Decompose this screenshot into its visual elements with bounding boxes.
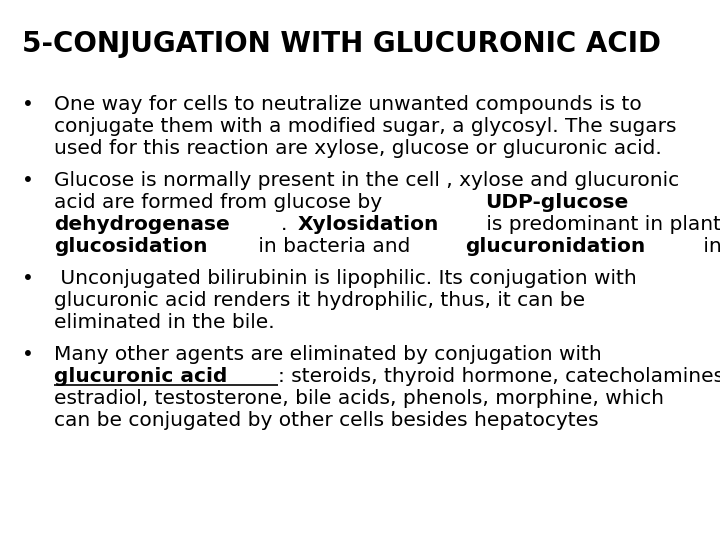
- Text: .: .: [281, 215, 294, 234]
- Text: glucosidation: glucosidation: [54, 237, 207, 256]
- Text: Glucose is normally present in the cell , xylose and glucuronic: Glucose is normally present in the cell …: [54, 171, 679, 190]
- Text: Xylosidation: Xylosidation: [297, 215, 438, 234]
- Text: glucuronic acid: glucuronic acid: [54, 367, 228, 386]
- Text: Many other agents are eliminated by conjugation with: Many other agents are eliminated by conj…: [54, 345, 602, 364]
- Text: is predominant in plants,: is predominant in plants,: [480, 215, 720, 234]
- Text: •: •: [22, 269, 33, 288]
- Text: used for this reaction are xylose, glucose or glucuronic acid.: used for this reaction are xylose, gluco…: [54, 139, 662, 158]
- Text: in mammals.: in mammals.: [697, 237, 720, 256]
- Text: estradiol, testosterone, bile acids, phenols, morphine, which: estradiol, testosterone, bile acids, phe…: [54, 389, 664, 408]
- Text: •: •: [22, 95, 33, 114]
- Text: UDP-glucose: UDP-glucose: [485, 193, 629, 212]
- Text: •: •: [22, 171, 33, 190]
- Text: acid are formed from glucose by: acid are formed from glucose by: [54, 193, 389, 212]
- Text: dehydrogenase: dehydrogenase: [54, 215, 230, 234]
- Text: : steroids, thyroid hormone, catecholamines,: : steroids, thyroid hormone, catecholami…: [278, 367, 720, 386]
- Text: •: •: [22, 345, 33, 364]
- Text: glucuronidation: glucuronidation: [464, 237, 645, 256]
- Text: can be conjugated by other cells besides hepatocytes: can be conjugated by other cells besides…: [54, 411, 598, 430]
- Text: One way for cells to neutralize unwanted compounds is to: One way for cells to neutralize unwanted…: [54, 95, 642, 114]
- Text: conjugate them with a modified sugar, a glycosyl. The sugars: conjugate them with a modified sugar, a …: [54, 117, 677, 136]
- Text: 5-CONJUGATION WITH GLUCURONIC ACID: 5-CONJUGATION WITH GLUCURONIC ACID: [22, 30, 661, 58]
- Text: in bacteria and: in bacteria and: [252, 237, 417, 256]
- Text: eliminated in the bile.: eliminated in the bile.: [54, 313, 274, 332]
- Text: Unconjugated bilirubinin is lipophilic. Its conjugation with: Unconjugated bilirubinin is lipophilic. …: [54, 269, 636, 288]
- Text: glucuronic acid renders it hydrophilic, thus, it can be: glucuronic acid renders it hydrophilic, …: [54, 291, 585, 310]
